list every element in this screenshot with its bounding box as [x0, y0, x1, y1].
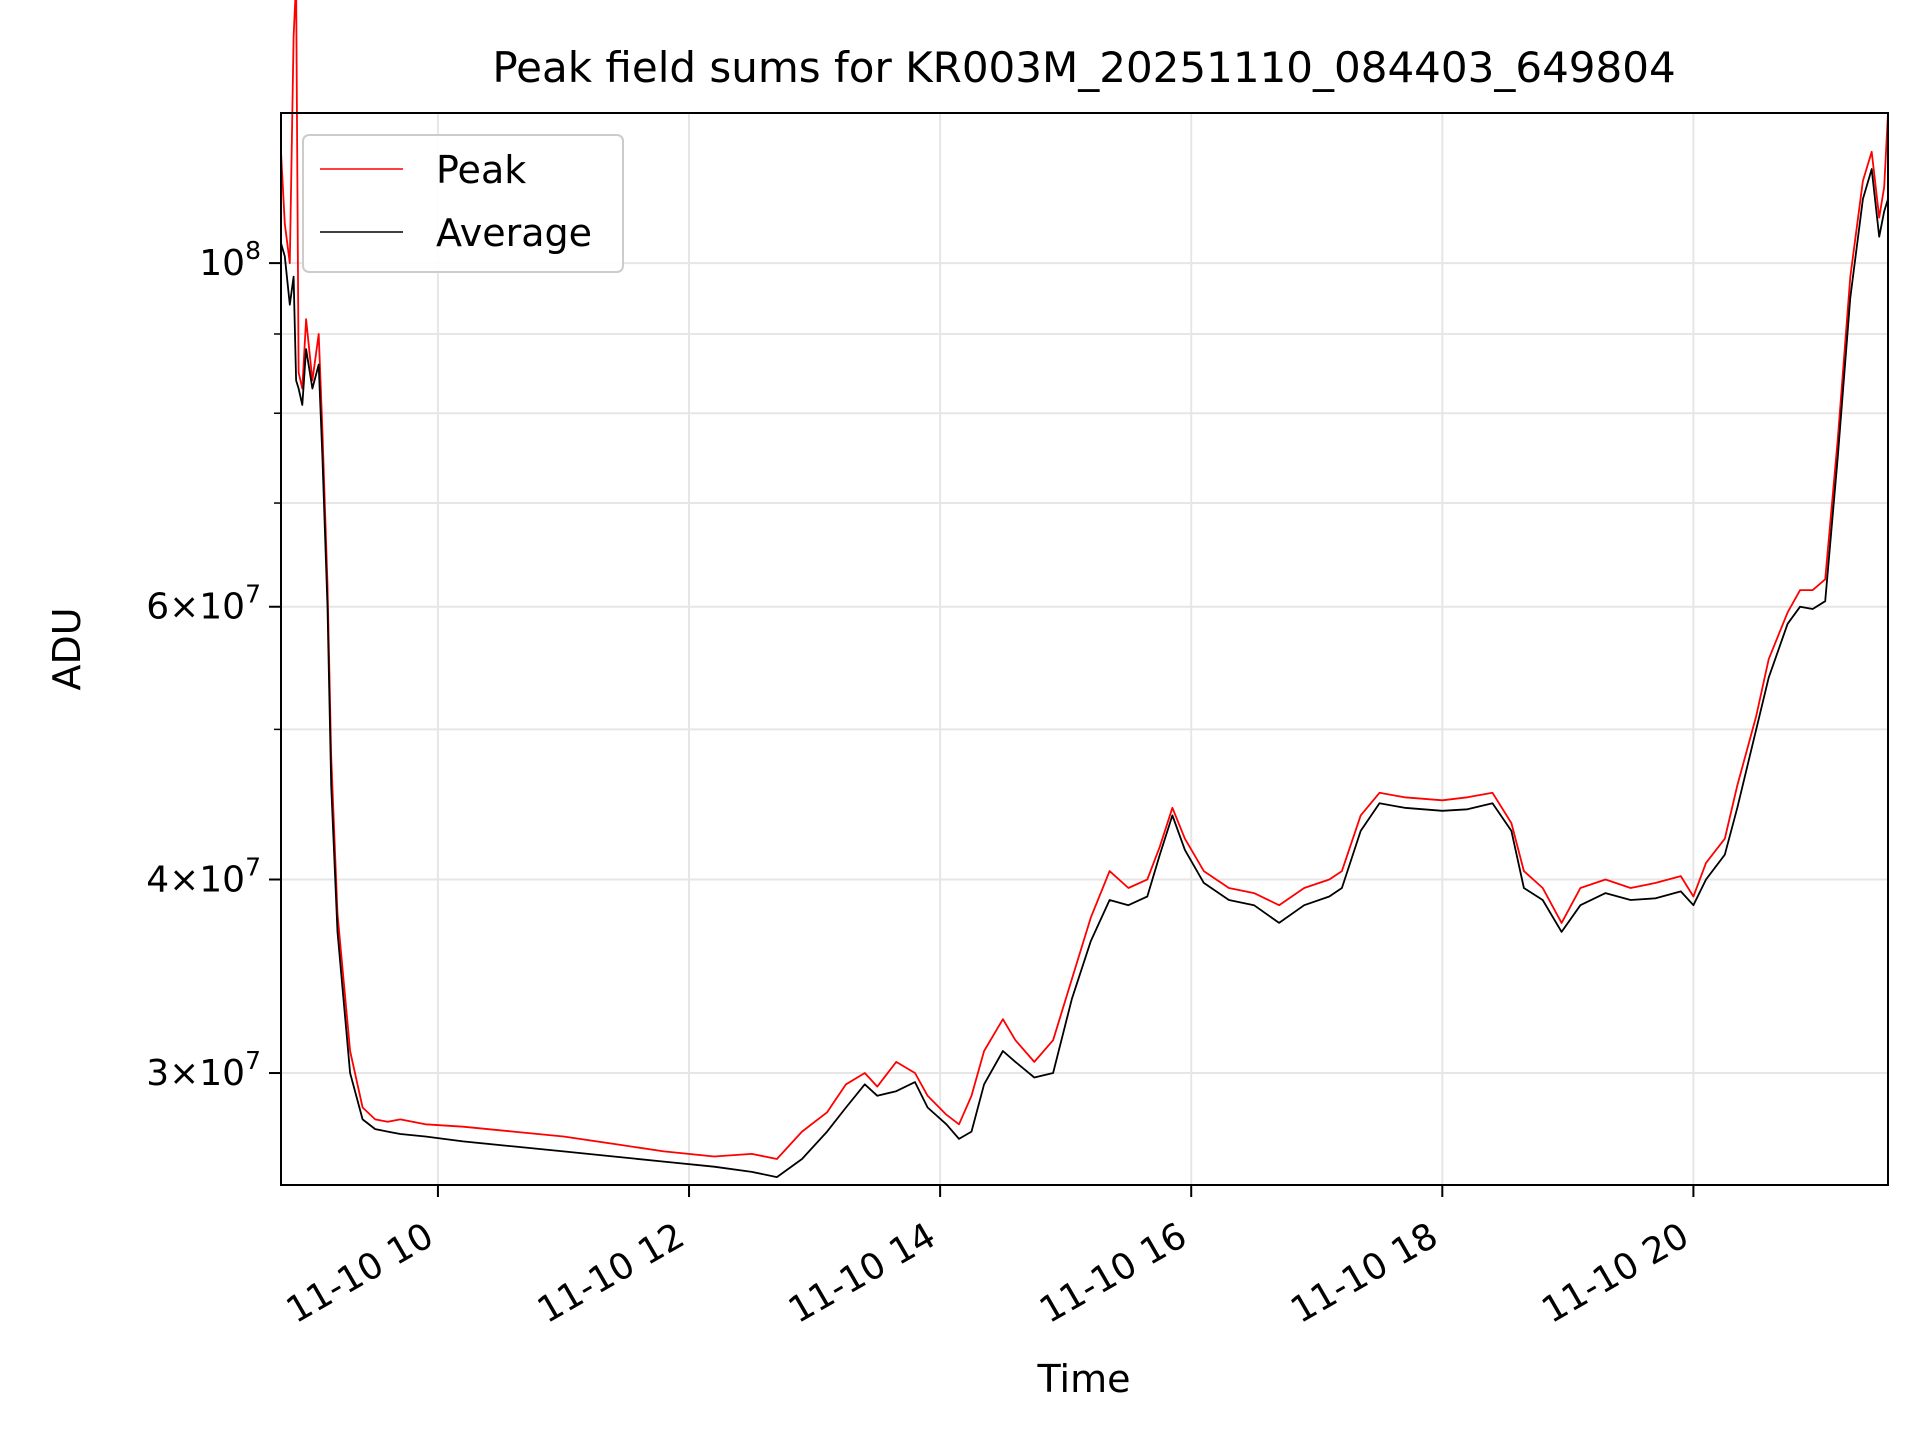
y-tick-label: 3×107 — [146, 1046, 261, 1094]
y-tick-mantissa: 6 — [146, 587, 169, 628]
plot-lines — [280, 0, 1889, 1178]
legend-label-peak: Peak — [436, 148, 526, 192]
y-tick-exponent: 7 — [245, 1046, 261, 1075]
y-tick-mantissa: 4 — [146, 860, 169, 901]
series-peak-line — [280, 0, 1889, 1160]
grid — [281, 113, 1888, 1185]
y-axis-label: ADU — [45, 607, 89, 690]
y-tick-label: 108 — [199, 236, 261, 284]
legend-label-average: Average — [436, 211, 592, 255]
y-tick-exponent: 7 — [245, 580, 261, 609]
y-tick-label: 6×107 — [146, 580, 261, 628]
y-tick-exponent: 8 — [245, 236, 261, 265]
y-tick-exponent: 7 — [245, 853, 261, 882]
chart-title: Peak field sums for KR003M_20251110_0844… — [492, 43, 1675, 92]
y-axis: 3×107 4×107 6×107 108 — [146, 236, 281, 1094]
x-axis-label: Time — [1037, 1357, 1131, 1401]
legend: Peak Average — [302, 134, 624, 273]
plot-frame — [280, 112, 1889, 1186]
y-tick-mantissa: 3 — [146, 1053, 169, 1094]
y-tick-label: 4×107 — [146, 853, 261, 901]
series-average-line — [280, 168, 1889, 1178]
